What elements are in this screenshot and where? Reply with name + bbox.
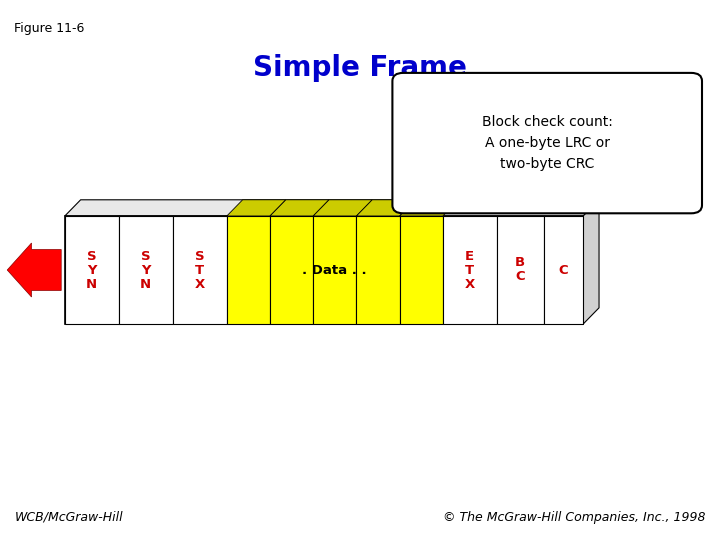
Polygon shape — [356, 200, 415, 216]
Text: . Data . .: . Data . . — [302, 264, 367, 276]
Bar — [443, 216, 497, 324]
Bar — [270, 216, 313, 324]
Text: Figure 11-6: Figure 11-6 — [14, 22, 85, 35]
FancyBboxPatch shape — [392, 73, 702, 213]
Polygon shape — [400, 200, 459, 216]
Bar — [497, 216, 544, 324]
Bar — [313, 216, 356, 324]
Text: S
Y
N: S Y N — [140, 249, 151, 291]
Bar — [356, 216, 400, 324]
Bar — [119, 216, 173, 324]
Text: E
T
X: E T X — [464, 249, 475, 291]
Text: B
C: B C — [515, 256, 526, 284]
Polygon shape — [583, 200, 599, 324]
Bar — [227, 216, 270, 324]
Bar — [400, 216, 443, 324]
Bar — [173, 216, 227, 324]
Text: S
T
X: S T X — [194, 249, 205, 291]
Polygon shape — [227, 200, 286, 216]
Bar — [65, 216, 583, 324]
Text: © The McGraw-Hill Companies, Inc., 1998: © The McGraw-Hill Companies, Inc., 1998 — [443, 511, 706, 524]
Polygon shape — [65, 200, 599, 216]
Text: S
Y
N: S Y N — [86, 249, 97, 291]
Text: WCB/McGraw-Hill: WCB/McGraw-Hill — [14, 511, 123, 524]
Text: C: C — [559, 264, 568, 276]
Polygon shape — [7, 243, 61, 297]
Bar — [65, 216, 119, 324]
Polygon shape — [313, 200, 372, 216]
Polygon shape — [270, 200, 329, 216]
Text: Simple Frame: Simple Frame — [253, 54, 467, 82]
Bar — [544, 216, 583, 324]
Text: Block check count:
A one-byte LRC or
two-byte CRC: Block check count: A one-byte LRC or two… — [482, 116, 613, 171]
